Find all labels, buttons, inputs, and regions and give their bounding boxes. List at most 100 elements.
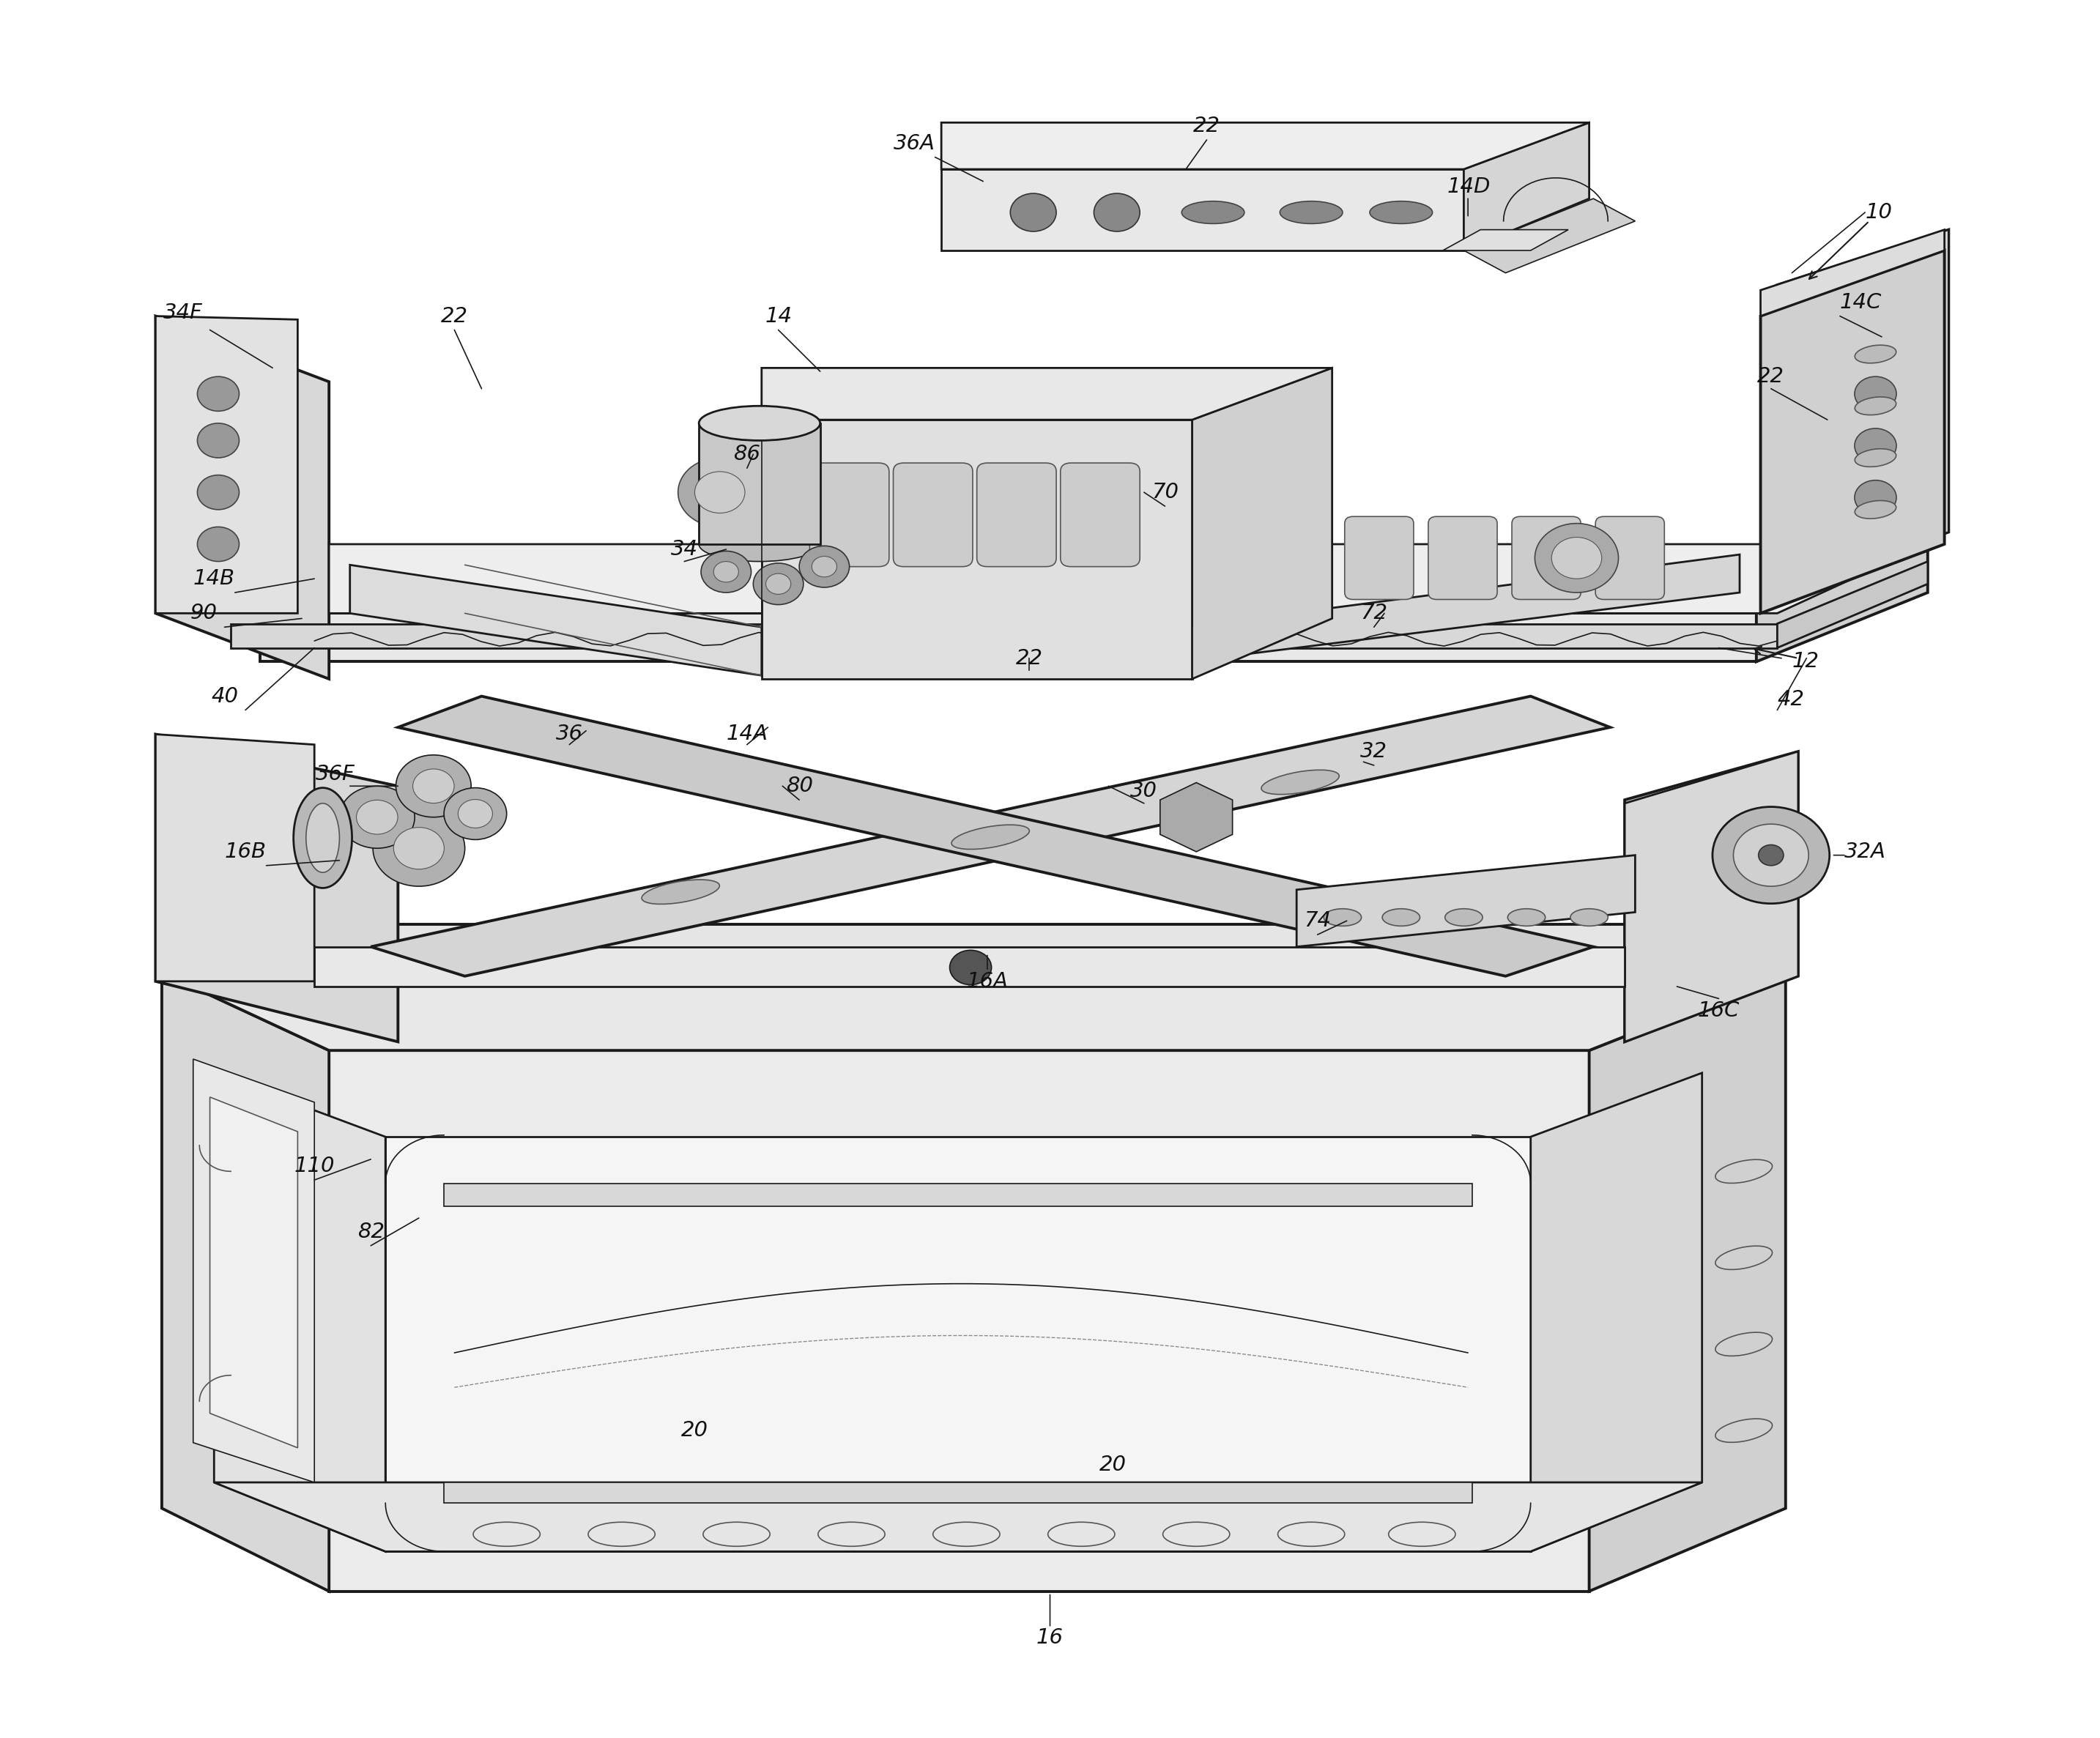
Circle shape (458, 799, 493, 827)
Circle shape (393, 827, 445, 869)
Text: 22: 22 (1016, 648, 1044, 669)
FancyBboxPatch shape (1512, 516, 1581, 600)
Circle shape (414, 768, 454, 803)
Circle shape (1712, 806, 1829, 904)
Ellipse shape (1369, 202, 1432, 224)
Circle shape (701, 551, 752, 593)
FancyBboxPatch shape (976, 462, 1056, 567)
Circle shape (1010, 193, 1056, 231)
Text: 34F: 34F (164, 302, 202, 323)
Text: 32: 32 (1361, 740, 1388, 761)
Polygon shape (351, 565, 762, 676)
Polygon shape (1159, 782, 1233, 852)
Polygon shape (155, 316, 330, 680)
Polygon shape (386, 1137, 1531, 1552)
Circle shape (397, 754, 470, 817)
Circle shape (695, 471, 746, 513)
Ellipse shape (1262, 770, 1340, 794)
Circle shape (1732, 824, 1808, 886)
Circle shape (1758, 845, 1783, 866)
Circle shape (357, 799, 397, 834)
Polygon shape (330, 1050, 1590, 1592)
Circle shape (197, 424, 239, 457)
Polygon shape (1777, 229, 1949, 593)
Polygon shape (443, 1184, 1472, 1206)
Polygon shape (1193, 368, 1331, 680)
Circle shape (1854, 377, 1896, 412)
Text: 12: 12 (1791, 652, 1819, 673)
Text: 90: 90 (191, 603, 216, 624)
Circle shape (800, 546, 848, 587)
Text: 70: 70 (1151, 481, 1178, 502)
Text: 34: 34 (670, 539, 697, 560)
Polygon shape (372, 697, 1611, 977)
Polygon shape (1590, 973, 1785, 1592)
Text: 20: 20 (680, 1420, 708, 1441)
Ellipse shape (1323, 909, 1361, 926)
Ellipse shape (1382, 909, 1420, 926)
Polygon shape (162, 973, 1785, 1050)
Polygon shape (762, 368, 1331, 421)
Polygon shape (162, 925, 1785, 977)
Text: 72: 72 (1361, 603, 1388, 624)
Circle shape (678, 457, 762, 527)
Text: 16C: 16C (1697, 1001, 1739, 1020)
Text: 36A: 36A (892, 134, 934, 153)
Ellipse shape (1571, 909, 1609, 926)
Circle shape (443, 787, 506, 839)
Text: 36: 36 (556, 725, 584, 744)
Text: 82: 82 (357, 1222, 384, 1243)
Polygon shape (1296, 855, 1636, 947)
Circle shape (340, 786, 414, 848)
Polygon shape (231, 624, 1777, 648)
Circle shape (1535, 523, 1619, 593)
Ellipse shape (1445, 909, 1483, 926)
Polygon shape (1625, 751, 1798, 1041)
Text: 14D: 14D (1447, 176, 1491, 196)
Text: 16A: 16A (966, 972, 1008, 992)
Text: 14B: 14B (193, 568, 235, 589)
Text: 80: 80 (785, 775, 813, 796)
Polygon shape (214, 1072, 386, 1552)
Ellipse shape (951, 826, 1029, 850)
Text: 16B: 16B (225, 841, 267, 862)
Text: 40: 40 (210, 687, 237, 706)
Text: 74: 74 (1304, 911, 1331, 932)
Polygon shape (1464, 198, 1636, 273)
Text: 22: 22 (1193, 116, 1220, 136)
Circle shape (766, 574, 792, 594)
Text: 22: 22 (1758, 367, 1785, 388)
FancyBboxPatch shape (1344, 516, 1413, 600)
Circle shape (714, 561, 739, 582)
Ellipse shape (643, 879, 720, 904)
Ellipse shape (1854, 448, 1896, 468)
Circle shape (1854, 428, 1896, 462)
Polygon shape (193, 1058, 315, 1483)
Polygon shape (155, 316, 298, 614)
Text: 36F: 36F (315, 763, 355, 784)
FancyBboxPatch shape (811, 462, 888, 567)
FancyBboxPatch shape (1060, 462, 1140, 567)
Polygon shape (210, 1097, 298, 1448)
Text: 20: 20 (1098, 1455, 1126, 1476)
Polygon shape (941, 169, 1464, 250)
Circle shape (813, 556, 836, 577)
Ellipse shape (1182, 202, 1245, 224)
Text: 110: 110 (294, 1156, 334, 1177)
Polygon shape (1531, 1072, 1701, 1552)
Polygon shape (1443, 229, 1569, 250)
Ellipse shape (1279, 202, 1342, 224)
Polygon shape (762, 421, 1193, 680)
Circle shape (197, 474, 239, 509)
Ellipse shape (307, 803, 340, 872)
FancyBboxPatch shape (892, 462, 972, 567)
Circle shape (1552, 537, 1602, 579)
Text: 14: 14 (764, 306, 792, 327)
Polygon shape (155, 733, 315, 982)
Text: 42: 42 (1777, 690, 1804, 709)
Polygon shape (315, 947, 1625, 987)
FancyBboxPatch shape (1428, 516, 1497, 600)
Polygon shape (1625, 751, 1798, 1041)
FancyBboxPatch shape (1596, 516, 1665, 600)
Text: 14C: 14C (1840, 292, 1882, 313)
